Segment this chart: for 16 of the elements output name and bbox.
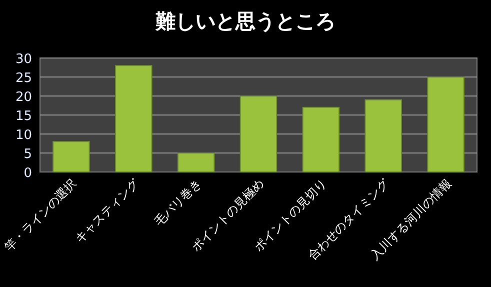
bar xyxy=(240,96,278,172)
y-tick-label: 15 xyxy=(15,109,32,124)
y-tick-label: 0 xyxy=(24,166,32,181)
chart-title: 難しいと思うところ xyxy=(154,9,336,33)
bar xyxy=(115,65,152,172)
bar xyxy=(427,76,464,172)
bar xyxy=(177,152,215,172)
x-tick-label: 毛バリ巻き xyxy=(152,176,204,229)
y-tick-label: 20 xyxy=(15,90,32,105)
y-tick-label: 10 xyxy=(15,128,32,143)
y-tick-label: 25 xyxy=(15,71,32,86)
y-tick-label: 30 xyxy=(15,52,32,67)
bar xyxy=(364,99,402,172)
bar xyxy=(302,106,340,172)
bar xyxy=(52,141,90,172)
y-tick-label: 5 xyxy=(24,147,32,162)
